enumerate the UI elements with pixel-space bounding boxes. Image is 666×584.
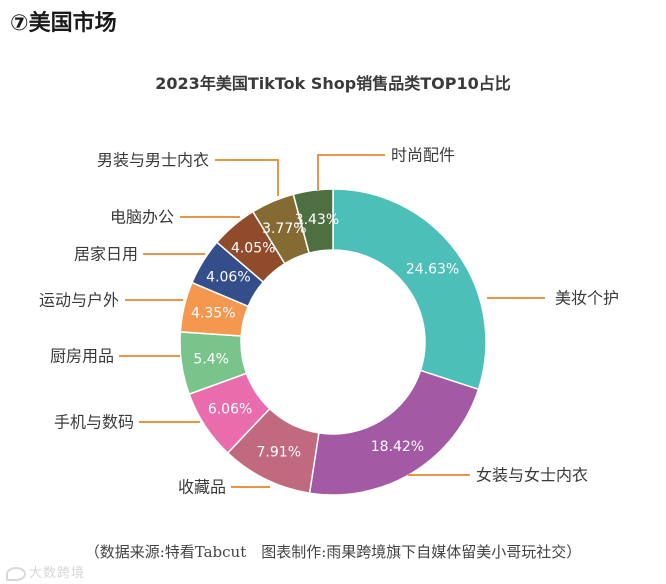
category-label: 运动与户外 <box>39 291 119 310</box>
slice-percentage-label: 3.43% <box>295 212 339 228</box>
category-label: 手机与数码 <box>54 413 134 432</box>
category-label: 电脑办公 <box>110 208 174 227</box>
donut-slice <box>292 188 334 255</box>
donut-slice <box>332 188 487 391</box>
slice-percentage-label: 4.35% <box>191 306 235 322</box>
donut-slice <box>308 369 480 496</box>
category-label: 厨房用品 <box>50 347 114 366</box>
watermark-logo-icon <box>6 566 26 581</box>
category-label: 收藏品 <box>178 478 226 497</box>
leader-lines <box>119 154 545 488</box>
leader-line <box>215 159 279 196</box>
slice-percentage-label: 4.05% <box>231 240 275 256</box>
slice-percentage-label: 7.91% <box>257 444 301 460</box>
watermark-text: 大数跨境 <box>29 566 86 581</box>
donut-slices <box>179 188 487 496</box>
section-title: ⑦美国市场 <box>10 11 117 36</box>
category-label: 时尚配件 <box>391 146 455 165</box>
slice-percentage-label: 3.77% <box>262 221 306 237</box>
source-footnote: （数据来源:特看Tabcut 图表制作:雨果跨境旗下自媒体留美小哥玩社交） <box>84 543 582 561</box>
category-label: 美妆个护 <box>555 289 619 308</box>
slice-percentage-label: 5.4% <box>193 351 229 367</box>
slice-percentage-label: 6.06% <box>208 401 252 417</box>
slice-percentage-label: 24.63% <box>406 262 459 278</box>
chart-title: 2023年美国TikTok Shop销售品类TOP10占比 <box>155 74 511 93</box>
slice-percentage-label: 4.06% <box>206 269 250 285</box>
watermark: 大数跨境 <box>6 562 85 581</box>
percentage-labels: 24.63% 18.42% 7.91% 6.06% 5.4% 4.35% 4.06% 4.05… <box>191 212 459 460</box>
slice-percentage-label: 18.42% <box>371 439 424 455</box>
category-label: 居家日用 <box>74 245 138 264</box>
leader-line <box>317 154 385 190</box>
category-label: 女装与女士内衣 <box>476 466 588 485</box>
category-label: 男装与男士内衣 <box>97 151 209 170</box>
